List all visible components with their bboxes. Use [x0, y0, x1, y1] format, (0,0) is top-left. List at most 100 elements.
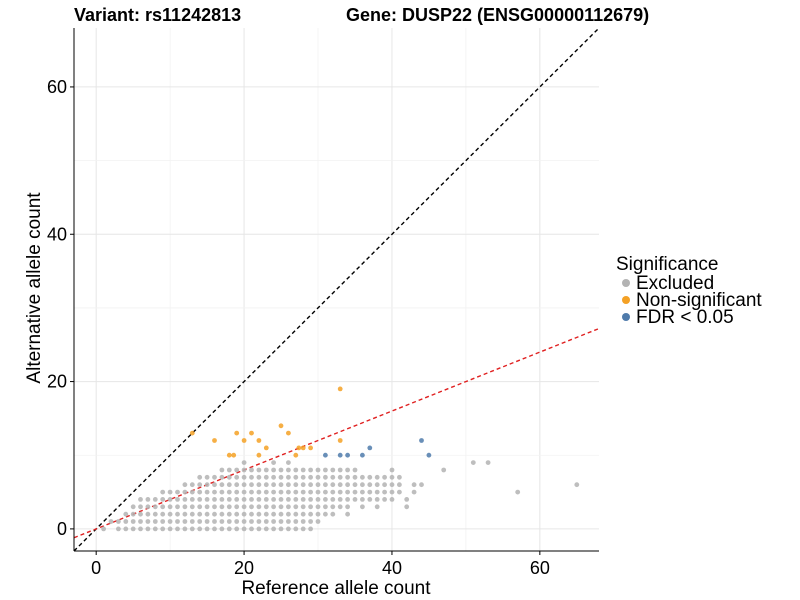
data-point-excluded — [249, 474, 254, 480]
data-point-non-significant — [241, 438, 247, 443]
x-tick-label: 20 — [234, 558, 254, 578]
data-point-excluded — [197, 482, 203, 488]
data-point-excluded — [204, 526, 210, 532]
data-point-excluded — [256, 489, 262, 495]
data-point-excluded — [574, 482, 580, 488]
data-point-excluded — [241, 526, 247, 532]
data-point-non-significant — [249, 430, 254, 436]
data-point-excluded — [249, 526, 254, 532]
data-point-excluded — [256, 467, 262, 473]
data-point-excluded — [337, 504, 343, 510]
data-point-excluded — [263, 511, 269, 517]
data-point-excluded — [515, 489, 521, 495]
data-point-excluded — [404, 504, 410, 510]
data-point-fdr-0-05 — [426, 452, 432, 458]
reference-lines — [73, 27, 600, 552]
data-point-excluded — [300, 489, 306, 495]
data-point-excluded — [249, 489, 254, 495]
data-point-excluded — [293, 467, 299, 473]
data-point-excluded — [374, 504, 380, 510]
data-point-excluded — [234, 511, 240, 517]
data-point-excluded — [411, 489, 417, 495]
data-point-excluded — [271, 497, 276, 502]
data-point-excluded — [308, 504, 313, 510]
data-point-excluded — [241, 489, 247, 495]
data-point-excluded — [182, 526, 188, 532]
data-point-excluded — [234, 474, 240, 480]
data-point-excluded — [234, 504, 240, 510]
data-point-excluded — [226, 519, 232, 524]
data-point-excluded — [116, 519, 121, 524]
data-point-excluded — [389, 489, 395, 495]
data-point-excluded — [374, 489, 380, 495]
data-point-excluded — [300, 474, 306, 480]
data-point-excluded — [197, 489, 203, 495]
data-point-excluded — [219, 519, 225, 524]
data-point-excluded — [175, 497, 180, 502]
data-point-excluded — [374, 482, 380, 488]
data-point-excluded — [234, 497, 240, 502]
data-point-excluded — [160, 504, 166, 510]
data-point-excluded — [345, 474, 350, 480]
data-point-excluded — [300, 497, 306, 502]
data-point-excluded — [226, 474, 232, 480]
data-point-excluded — [271, 511, 276, 517]
data-point-excluded — [382, 489, 387, 495]
data-point-excluded — [315, 489, 321, 495]
legend-label: FDR < 0.05 — [636, 307, 734, 328]
data-point-excluded — [367, 497, 373, 502]
data-point-excluded — [167, 497, 173, 502]
data-point-excluded — [286, 504, 291, 510]
data-point-excluded — [145, 519, 151, 524]
data-point-excluded — [204, 504, 210, 510]
data-point-non-significant — [231, 452, 237, 458]
data-point-excluded — [138, 519, 143, 524]
data-point-excluded — [315, 482, 321, 488]
data-point-excluded — [278, 497, 284, 502]
data-point-excluded — [204, 474, 210, 480]
data-point-excluded — [241, 474, 247, 480]
data-point-fdr-0-05 — [419, 438, 424, 443]
data-point-excluded — [212, 504, 217, 510]
data-point-excluded — [360, 497, 365, 502]
data-point-excluded — [271, 482, 276, 488]
data-point-excluded — [241, 497, 247, 502]
data-point-excluded — [278, 511, 284, 517]
grid-lines — [74, 28, 599, 551]
data-point-excluded — [330, 511, 336, 517]
data-point-non-significant — [308, 445, 313, 451]
data-point-excluded — [249, 497, 254, 502]
data-point-excluded — [241, 519, 247, 524]
data-point-excluded — [175, 511, 180, 517]
data-point-excluded — [123, 511, 129, 517]
data-point-excluded — [293, 519, 299, 524]
data-point-excluded — [286, 497, 291, 502]
data-point-excluded — [263, 489, 269, 495]
data-point-excluded — [441, 467, 447, 473]
x-tick-label: 0 — [91, 558, 101, 578]
data-point-excluded — [315, 504, 321, 510]
data-point-excluded — [367, 482, 373, 488]
data-point-excluded — [323, 474, 328, 480]
data-point-excluded — [345, 467, 350, 473]
data-point-non-significant — [256, 452, 262, 458]
data-point-fdr-0-05 — [367, 445, 373, 451]
data-point-excluded — [101, 526, 106, 532]
data-point-excluded — [293, 526, 299, 532]
data-point-excluded — [130, 504, 136, 510]
data-point-excluded — [204, 519, 210, 524]
data-point-excluded — [197, 504, 203, 510]
data-point-excluded — [367, 474, 373, 480]
data-point-excluded — [167, 504, 173, 510]
data-point-excluded — [145, 504, 151, 510]
data-point-excluded — [360, 489, 365, 495]
data-point-excluded — [330, 504, 336, 510]
data-point-excluded — [337, 467, 343, 473]
data-point-fdr-0-05 — [345, 452, 350, 458]
data-point-excluded — [234, 526, 240, 532]
data-point-excluded — [189, 519, 195, 524]
data-point-excluded — [219, 474, 225, 480]
data-point-excluded — [197, 511, 203, 517]
data-point-excluded — [271, 467, 276, 473]
y-tick-label: 60 — [47, 77, 67, 97]
